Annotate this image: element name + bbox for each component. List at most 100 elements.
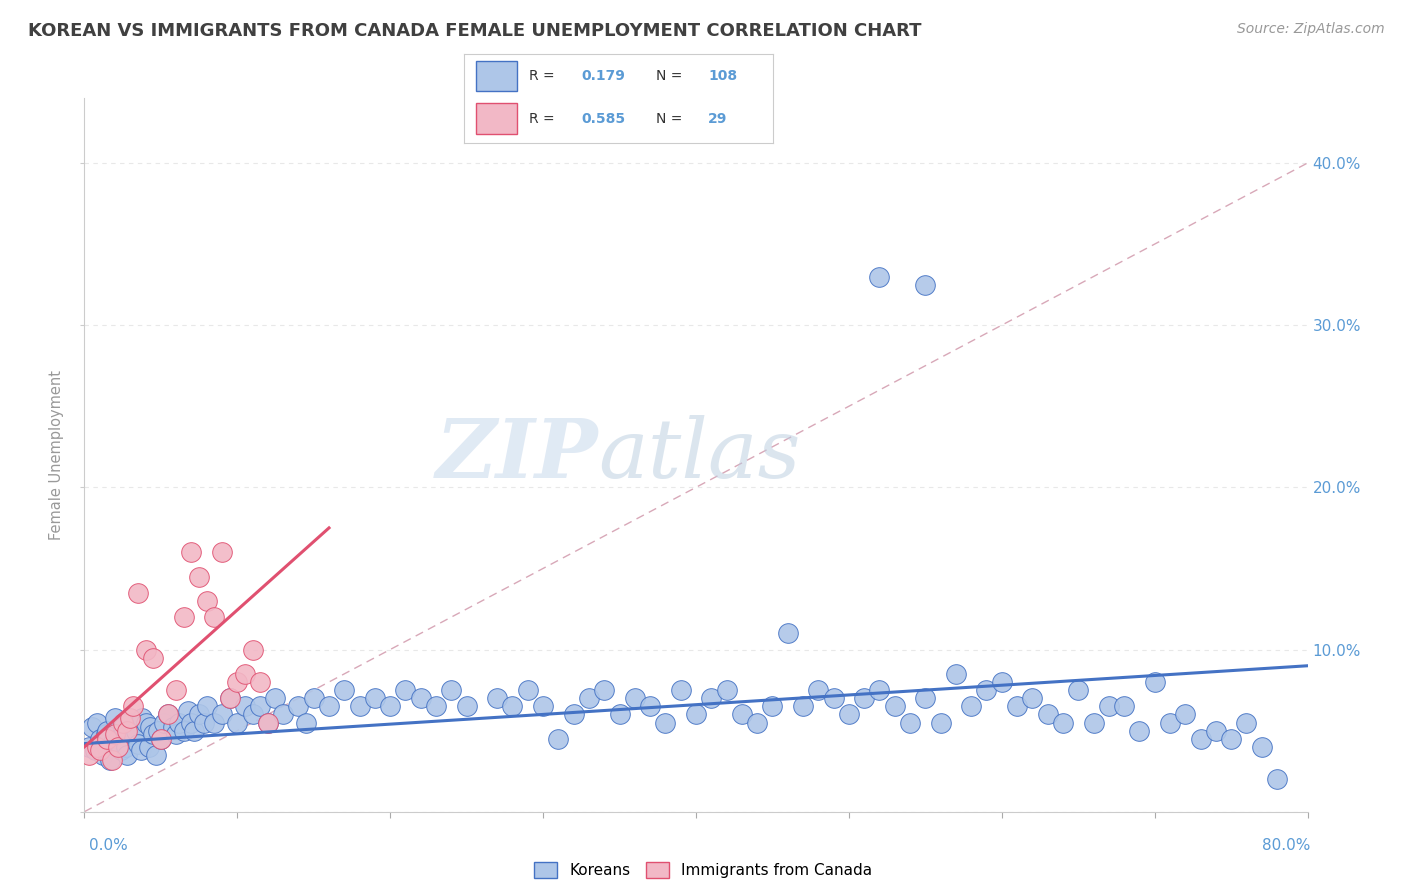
Point <box>218 691 240 706</box>
Point <box>115 723 138 738</box>
Legend: Koreans, Immigrants from Canada: Koreans, Immigrants from Canada <box>529 856 877 884</box>
Point <box>302 691 325 706</box>
Point <box>1083 715 1105 730</box>
Point <box>104 727 127 741</box>
Point <box>173 723 195 738</box>
Point <box>257 715 280 730</box>
Point <box>516 683 538 698</box>
Point <box>562 707 585 722</box>
Point <box>792 699 814 714</box>
Point <box>257 715 280 730</box>
Point <box>945 666 967 681</box>
Point <box>883 699 905 714</box>
Point <box>1236 715 1258 730</box>
Point <box>242 642 264 657</box>
Point <box>1067 683 1090 698</box>
Point <box>165 727 187 741</box>
Point <box>1052 715 1074 730</box>
Point <box>122 727 145 741</box>
Point <box>157 707 180 722</box>
Point <box>94 727 117 741</box>
Point <box>1205 723 1227 738</box>
Point <box>409 691 432 706</box>
Point <box>823 691 845 706</box>
Point <box>333 683 356 698</box>
Point <box>747 715 769 730</box>
Point <box>1159 715 1181 730</box>
Point <box>101 753 124 767</box>
Point <box>287 699 309 714</box>
Point <box>226 675 249 690</box>
Point <box>135 715 157 730</box>
Point <box>1036 707 1059 722</box>
Point <box>111 720 134 734</box>
Point <box>127 737 149 751</box>
Text: N =: N = <box>655 69 686 83</box>
Point <box>898 715 921 730</box>
Point <box>86 715 108 730</box>
Text: 0.179: 0.179 <box>582 69 626 83</box>
Point <box>914 277 936 292</box>
Point <box>195 594 218 608</box>
Point <box>173 610 195 624</box>
Point <box>183 723 205 738</box>
Point <box>960 699 983 714</box>
Point <box>1021 691 1043 706</box>
Point <box>486 691 509 706</box>
Y-axis label: Female Unemployment: Female Unemployment <box>49 370 65 540</box>
Point <box>107 739 129 754</box>
Point <box>195 699 218 714</box>
Text: Source: ZipAtlas.com: Source: ZipAtlas.com <box>1237 22 1385 37</box>
Point <box>1265 772 1288 787</box>
Point <box>425 699 447 714</box>
Point <box>869 269 891 284</box>
Point <box>162 720 184 734</box>
Point <box>654 715 676 730</box>
Point <box>1005 699 1028 714</box>
Point <box>731 707 754 722</box>
FancyBboxPatch shape <box>477 61 516 91</box>
Text: R =: R = <box>529 69 560 83</box>
Point <box>188 707 211 722</box>
Point <box>838 707 860 722</box>
Point <box>122 699 145 714</box>
Point <box>991 675 1014 690</box>
Point <box>502 699 524 714</box>
Text: R =: R = <box>529 112 560 126</box>
Point <box>531 699 554 714</box>
Point <box>638 699 661 714</box>
Point <box>869 683 891 698</box>
Point <box>114 739 136 754</box>
Point <box>120 711 142 725</box>
Point <box>249 699 271 714</box>
Point <box>318 699 340 714</box>
Text: 0.585: 0.585 <box>582 112 626 126</box>
Point <box>669 683 692 698</box>
Point <box>96 731 118 746</box>
Point <box>153 715 176 730</box>
Point <box>91 747 114 762</box>
Point <box>110 743 132 757</box>
Point <box>456 699 478 714</box>
Point <box>624 691 647 706</box>
Point <box>1174 707 1197 722</box>
Point <box>1143 675 1166 690</box>
Point <box>98 753 121 767</box>
Point <box>1098 699 1121 714</box>
Point <box>167 715 190 730</box>
Point <box>89 731 111 746</box>
Point <box>609 707 631 722</box>
Point <box>440 683 463 698</box>
FancyBboxPatch shape <box>477 103 516 134</box>
Point <box>165 683 187 698</box>
Point <box>226 715 249 730</box>
Point <box>142 650 165 665</box>
Point <box>86 739 108 754</box>
Point <box>180 715 202 730</box>
Point <box>547 731 569 746</box>
Point <box>593 683 616 698</box>
Text: KOREAN VS IMMIGRANTS FROM CANADA FEMALE UNEMPLOYMENT CORRELATION CHART: KOREAN VS IMMIGRANTS FROM CANADA FEMALE … <box>28 22 921 40</box>
Point <box>1250 739 1272 754</box>
Text: atlas: atlas <box>598 415 800 495</box>
Point <box>115 747 138 762</box>
